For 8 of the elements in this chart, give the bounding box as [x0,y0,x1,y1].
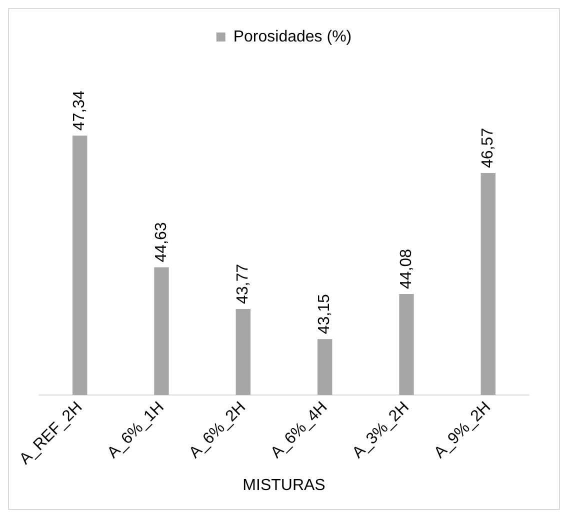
data-label: 44,63 [152,222,170,262]
data-label: 44,08 [398,248,415,289]
data-label: 43,77 [234,264,252,304]
data-label: 47,34 [71,90,88,131]
x-axis-title: MISTURAS [242,476,326,494]
data-label: 46,57 [480,128,497,168]
legend-label: Porosidades (%) [233,28,352,46]
data-label: 43,15 [316,294,334,334]
